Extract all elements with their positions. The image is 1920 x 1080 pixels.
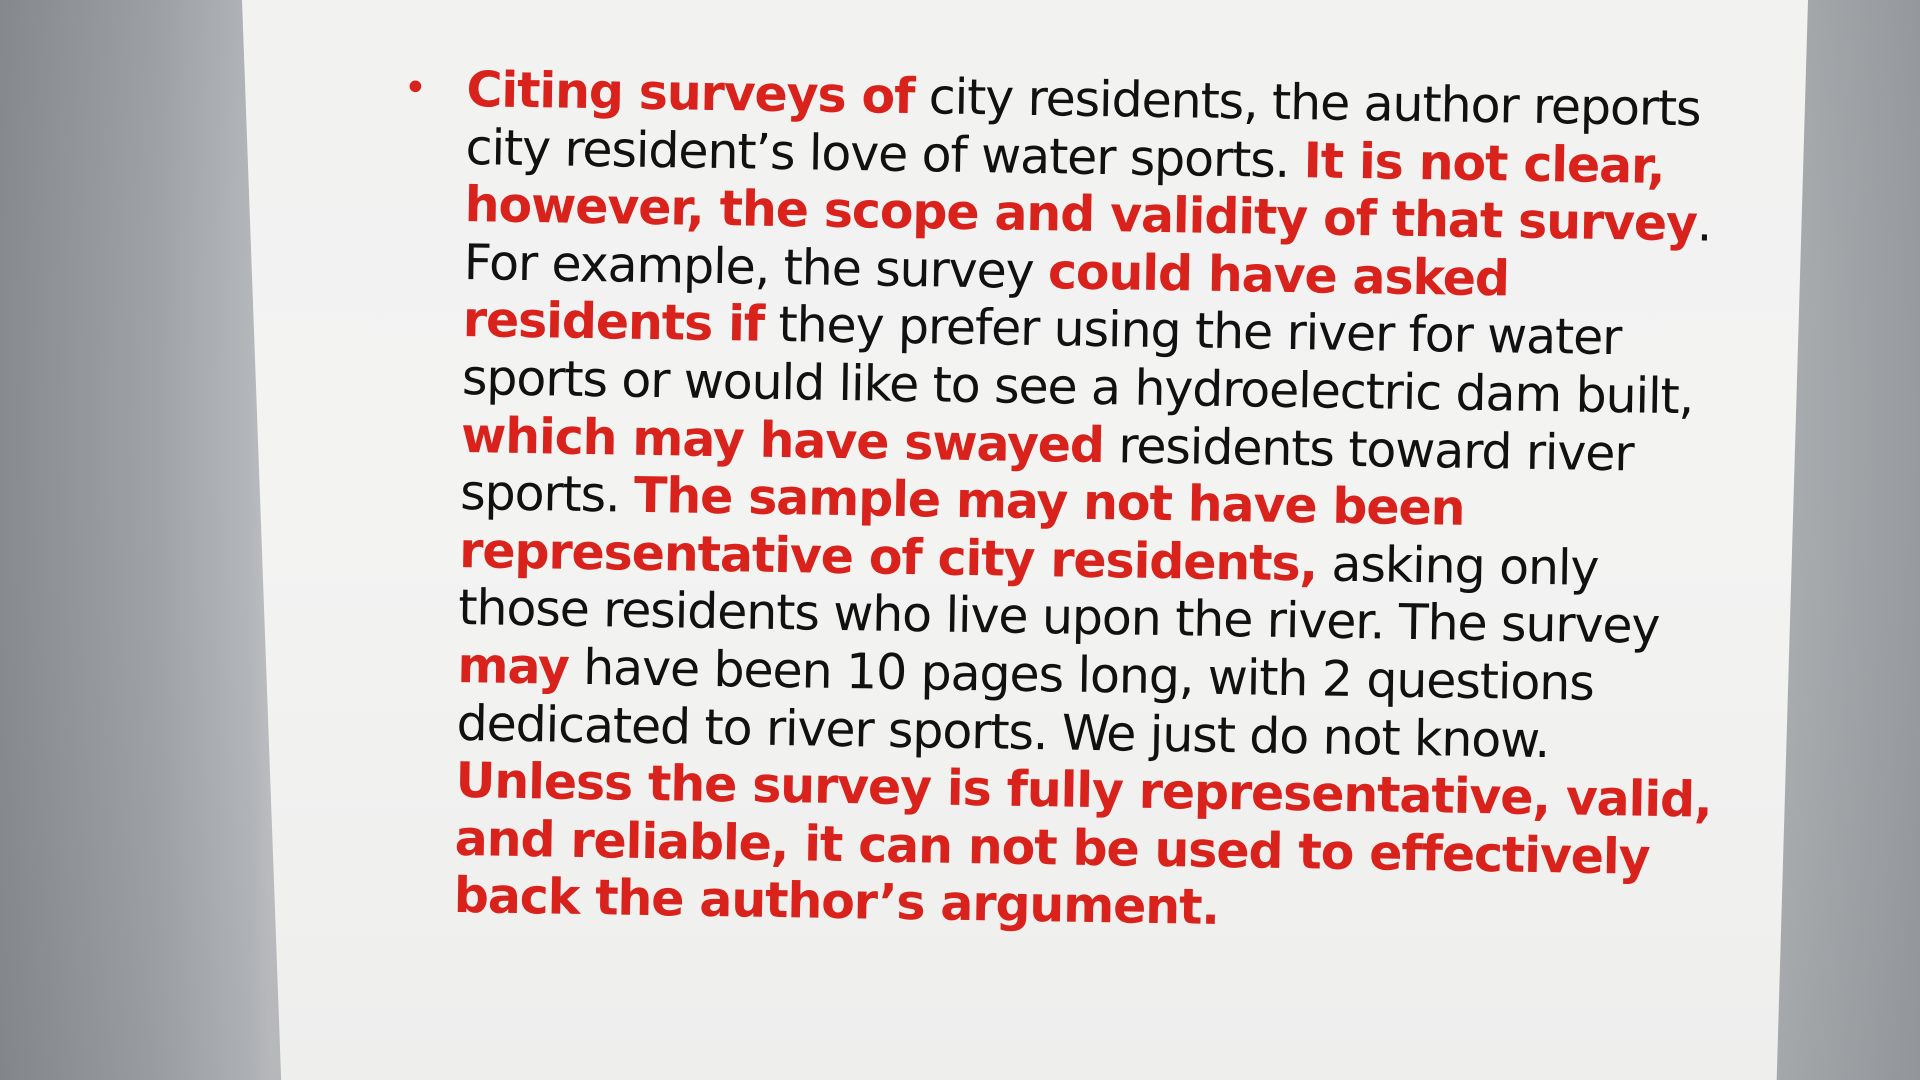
text-segment-7: which may have swayed — [460, 406, 1105, 474]
bullet-icon: • — [403, 65, 427, 112]
text-segment-12: have been 10 pages long, with 2 question… — [456, 638, 1595, 769]
text-segment-11: may — [457, 636, 570, 696]
text-segment-1: Citing surveys of — [466, 61, 915, 126]
text-segment-13: Unless the survey is fully representativ… — [453, 752, 1712, 937]
presentation-slide: • Citing surveys of city residents, the a… — [242, 0, 1808, 1080]
paragraph-text: Citing surveys of city residents, the au… — [453, 61, 1712, 936]
slide-content: • Citing surveys of city residents, the a… — [388, 60, 1741, 945]
bullet-paragraph: • Citing surveys of city residents, the a… — [388, 60, 1741, 945]
